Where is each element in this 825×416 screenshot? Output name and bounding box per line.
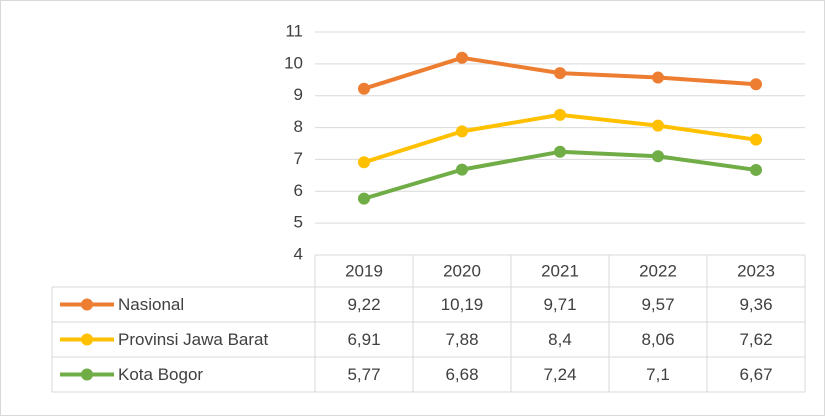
- series-marker: [750, 163, 762, 176]
- y-tick-label: 11: [285, 21, 303, 40]
- series-marker: [750, 78, 762, 91]
- series-marker: [554, 145, 566, 158]
- table-value: 6,91: [347, 330, 380, 349]
- x-tick-label: 2022: [639, 261, 677, 280]
- table-value: 7,24: [543, 365, 576, 384]
- series-marker: [358, 192, 370, 205]
- series-marker: [456, 163, 468, 176]
- table-value: 7,62: [739, 330, 772, 349]
- table-value: 10,19: [441, 295, 484, 314]
- x-tick-label: 2020: [443, 261, 481, 280]
- legend-label: Nasional: [118, 295, 184, 314]
- series-marker: [456, 51, 468, 64]
- table-value: 6,67: [739, 365, 772, 384]
- series-marker: [652, 71, 664, 84]
- table-value: 9,36: [739, 295, 772, 314]
- table-value: 8,4: [548, 330, 572, 349]
- legend-marker: [81, 333, 93, 346]
- legend-marker: [81, 298, 93, 311]
- y-tick-label: 5: [294, 213, 303, 232]
- series-marker: [456, 125, 468, 138]
- y-tick-label: 9: [294, 85, 303, 104]
- x-tick-label: 2019: [345, 261, 383, 280]
- series-marker: [652, 150, 664, 163]
- y-tick-label: 8: [294, 117, 303, 136]
- series-marker: [554, 67, 566, 80]
- legend-label: Kota Bogor: [118, 365, 203, 384]
- table-value: 9,57: [641, 295, 674, 314]
- y-tick-label: 6: [294, 181, 303, 200]
- x-tick-label: 2023: [737, 261, 775, 280]
- table-value: 7,88: [445, 330, 478, 349]
- y-tick-label: 4: [294, 244, 303, 263]
- table-value: 5,77: [347, 365, 380, 384]
- legend-marker: [81, 368, 93, 381]
- series-marker: [358, 82, 370, 95]
- y-tick-label: 10: [284, 53, 303, 72]
- series-marker: [652, 119, 664, 132]
- series-marker: [750, 133, 762, 146]
- legend-label: Provinsi Jawa Barat: [118, 330, 269, 349]
- table-value: 6,68: [445, 365, 478, 384]
- series-marker: [554, 108, 566, 121]
- table-value: 9,22: [347, 295, 380, 314]
- series-marker: [358, 156, 370, 169]
- x-tick-label: 2021: [541, 261, 579, 280]
- y-tick-label: 7: [294, 149, 303, 168]
- table-value: 9,71: [543, 295, 576, 314]
- table-value: 7,1: [646, 365, 670, 384]
- table-value: 8,06: [641, 330, 674, 349]
